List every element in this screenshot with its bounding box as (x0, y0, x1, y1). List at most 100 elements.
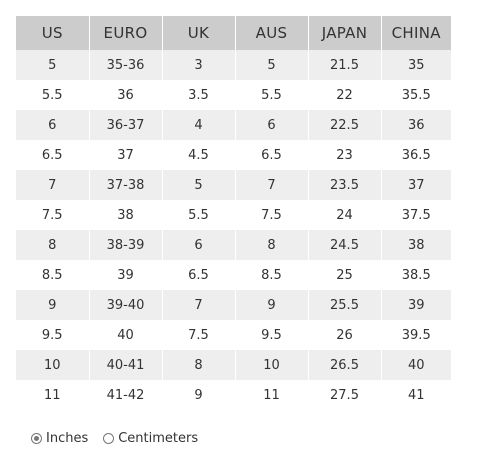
size-cell-japan: 21.5 (308, 50, 382, 80)
size-cell-japan: 24.5 (308, 230, 382, 260)
size-cell-euro: 40-41 (89, 350, 163, 380)
size-cell-japan: 23 (308, 140, 382, 170)
size-cell-china: 39.5 (401, 327, 431, 343)
size-cell-japan: 24 (308, 200, 382, 230)
unit-selector: Inches Centimeters (31, 431, 213, 446)
size-cell-aus: 10 (235, 350, 309, 380)
size-cell-japan: 27.5 (308, 380, 382, 410)
size-cell-us: 6.5 (16, 140, 90, 170)
size-cell-uk: 4.5 (162, 140, 236, 170)
size-cell-euro: 40 (89, 320, 163, 350)
size-cell-uk: 4 (162, 110, 236, 140)
size-cell-china: 37 (381, 170, 451, 200)
column-header-euro: EURO (89, 16, 163, 50)
size-cell-us: 6 (16, 110, 90, 140)
size-cell-china: 35.5 (401, 87, 431, 103)
size-cell-us: 7.5 (16, 200, 90, 230)
table-row: 8.5 39 6.5 8.5 25 38.5 (16, 260, 451, 290)
size-cell-us: 10 (16, 350, 90, 380)
unit-label-centimeters: Centimeters (118, 431, 199, 446)
size-cell-china: 38.5 (401, 267, 431, 283)
size-cell-uk: 6.5 (162, 260, 236, 290)
size-cell-uk: 5 (162, 170, 236, 200)
size-cell-uk: 8 (162, 350, 236, 380)
size-chart-table: US EURO UK AUS JAPAN CHINA 5 35-36 3 5 21.5 3… (16, 16, 451, 410)
size-cell-japan: 26.5 (308, 350, 382, 380)
size-cell-aus: 9.5 (235, 320, 309, 350)
size-cell-us: 11 (16, 380, 90, 410)
unit-label-inches: Inches (46, 431, 89, 446)
size-cell-euro: 37 (89, 140, 163, 170)
size-cell-aus: 5.5 (235, 80, 309, 110)
size-cell-uk: 7.5 (162, 320, 236, 350)
size-cell-japan: 25.5 (308, 290, 382, 320)
size-cell-china: 35 (381, 50, 451, 80)
size-cell-japan: 25 (308, 260, 382, 290)
table-row: 10 40-41 8 10 26.5 40 (16, 350, 451, 380)
column-header-uk: UK (162, 16, 236, 50)
size-cell-uk: 9 (162, 380, 236, 410)
size-cell-aus: 7 (235, 170, 309, 200)
size-cell-japan: 22.5 (308, 110, 382, 140)
size-cell-euro: 39-40 (89, 290, 163, 320)
column-header-aus: AUS (235, 16, 309, 50)
size-cell-china: 39 (381, 290, 451, 320)
size-cell-uk: 3.5 (162, 80, 236, 110)
radio-centimeters[interactable] (103, 433, 115, 444)
size-cell-euro: 39 (89, 260, 163, 290)
size-cell-aus: 8.5 (235, 260, 309, 290)
size-cell-euro: 36-37 (89, 110, 163, 140)
table-row: 9.5 40 7.5 9.5 26 39.5 (16, 320, 451, 350)
size-cell-euro: 35-36 (89, 50, 163, 80)
size-cell-china: 36.5 (401, 147, 431, 163)
size-cell-japan: 23.5 (308, 170, 382, 200)
size-cell-china: 37.5 (401, 207, 431, 223)
table-row: 5.5 36 3.5 5.5 22 35.5 (16, 80, 451, 110)
table-row: 7.5 38 5.5 7.5 24 37.5 (16, 200, 451, 230)
size-cell-aus: 6 (235, 110, 309, 140)
radio-inches[interactable] (31, 433, 42, 444)
size-cell-us: 7 (16, 170, 90, 200)
size-cell-aus: 11 (235, 380, 309, 410)
table-row: 8 38-39 6 8 24.5 38 (16, 230, 451, 260)
column-header-japan: JAPAN (308, 16, 382, 50)
size-cell-euro: 38 (89, 200, 163, 230)
table-row: 7 37-38 5 7 23.5 37 (16, 170, 451, 200)
size-cell-china: 38 (381, 230, 451, 260)
size-cell-aus: 9 (235, 290, 309, 320)
table-row: 11 41-42 9 11 27.5 41 (16, 380, 451, 410)
size-cell-uk: 6 (162, 230, 236, 260)
size-cell-aus: 8 (235, 230, 309, 260)
table-row: 6.5 37 4.5 6.5 23 36.5 (16, 140, 451, 170)
table-row: 9 39-40 7 9 25.5 39 (16, 290, 451, 320)
size-cell-euro: 36 (89, 80, 163, 110)
size-cell-euro: 41-42 (89, 380, 163, 410)
table-row: 5 35-36 3 5 21.5 35 (16, 50, 451, 80)
size-cell-euro: 37-38 (89, 170, 163, 200)
size-cell-japan: 22 (308, 80, 382, 110)
size-cell-uk: 7 (162, 290, 236, 320)
size-cell-euro: 38-39 (89, 230, 163, 260)
size-cell-us: 8 (16, 230, 90, 260)
unit-option-centimeters[interactable]: Centimeters (103, 431, 198, 446)
size-cell-us: 9.5 (16, 320, 90, 350)
size-cell-china: 40 (381, 350, 451, 380)
size-cell-aus: 7.5 (235, 200, 309, 230)
table-row: 6 36-37 4 6 22.5 36 (16, 110, 451, 140)
size-cell-aus: 6.5 (235, 140, 309, 170)
size-cell-us: 5.5 (16, 80, 90, 110)
size-cell-uk: 5.5 (162, 200, 236, 230)
table-body: 5 35-36 3 5 21.5 35 5.5 36 3.5 5.5 22 35.5 6 36-37 4 6 2… (16, 50, 451, 410)
size-cell-aus: 5 (235, 50, 309, 80)
column-header-us: US (16, 16, 90, 50)
size-cell-us: 5 (16, 50, 90, 80)
unit-option-inches[interactable]: Inches (31, 431, 88, 446)
size-cell-china: 36 (381, 110, 451, 140)
size-cell-uk: 3 (162, 50, 236, 80)
size-cell-china: 41 (407, 387, 425, 403)
table-header-row: US EURO UK AUS JAPAN CHINA (16, 16, 451, 50)
size-cell-japan: 26 (308, 320, 382, 350)
size-cell-us: 8.5 (16, 260, 90, 290)
column-header-china: CHINA (381, 16, 451, 50)
size-cell-us: 9 (16, 290, 90, 320)
